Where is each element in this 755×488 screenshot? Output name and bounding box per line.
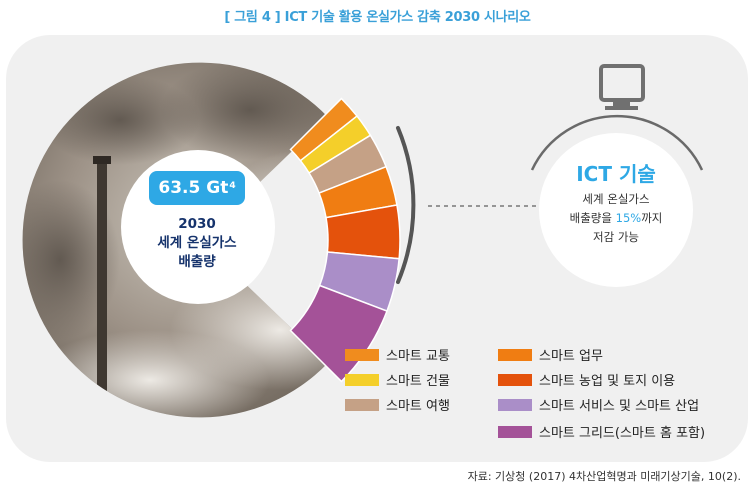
ict-desc-line3: 저감 가능 <box>593 230 639 244</box>
legend-label: 스마트 그리드(스마트 홈 포함) <box>539 426 706 441</box>
legend-item-smart-travel: 스마트 여행 <box>345 395 450 414</box>
legend-item-smart-agriculture: 스마트 농업 및 토지 이용 <box>498 370 675 389</box>
legend-item-smart-service: 스마트 서비스 및 스마트 산업 <box>498 395 699 414</box>
ict-reduction-segments <box>289 97 401 383</box>
ict-desc-line1: 세계 온실가스 <box>582 192 650 206</box>
source-note: 자료: 기상청 (2017) 4차산업혁명과 미래기상기술, 10(2). <box>467 470 741 483</box>
legend-item-smart-grid: 스마트 그리드(스마트 홈 포함) <box>498 422 705 441</box>
legend-label: 스마트 업무 <box>539 349 603 364</box>
ict-title: ICT 기술 <box>576 162 656 186</box>
legend-label: 스마트 교통 <box>386 349 450 364</box>
segment-smart-grid <box>289 284 388 383</box>
separator-arc <box>396 126 416 284</box>
legend-item-smart-work: 스마트 업무 <box>498 345 603 364</box>
legend-label: 스마트 여행 <box>386 399 450 414</box>
legend-label: 스마트 서비스 및 스마트 산업 <box>539 399 700 414</box>
emission-value-footnote: 4 <box>229 181 236 191</box>
emission-value: 63.5 Gt <box>158 178 229 198</box>
ict-circle <box>539 133 693 287</box>
ict-desc-line2: 배출량을 15%까지 <box>546 209 686 228</box>
center-line2: 세계 온실가스 <box>157 235 237 251</box>
legend-swatch <box>498 398 532 411</box>
ict-desc-pre: 배출량을 <box>569 211 616 225</box>
monitor-icon <box>599 64 645 110</box>
legend-swatch <box>345 373 379 386</box>
legend-item-smart-building: 스마트 건물 <box>345 370 450 389</box>
figure-title: [ 그림 4 ] ICT 기술 활용 온실가스 감축 2030 시나리오 <box>224 10 531 25</box>
legend-swatch <box>345 398 379 411</box>
legend-item-smart-transport: 스마트 교통 <box>345 345 450 364</box>
legend-label: 스마트 농업 및 토지 이용 <box>539 374 676 389</box>
center-line3: 배출량 <box>178 254 216 270</box>
legend-label: 스마트 건물 <box>386 374 450 389</box>
legend-swatch <box>345 348 379 361</box>
ict-arc <box>530 114 704 171</box>
emission-value-badge: 63.5 Gt 4 <box>149 171 245 205</box>
ict-description: 세계 온실가스 배출량을 15%까지 저감 가능 <box>546 190 686 247</box>
legend-swatch <box>498 425 532 438</box>
ict-desc-post: 까지 <box>641 211 663 225</box>
legend-swatch <box>498 373 532 386</box>
legend-swatch <box>498 348 532 361</box>
center-caption: 2030 세계 온실가스 배출량 <box>127 215 267 272</box>
center-year: 2030 <box>178 216 216 232</box>
ict-desc-highlight: 15% <box>615 211 642 225</box>
